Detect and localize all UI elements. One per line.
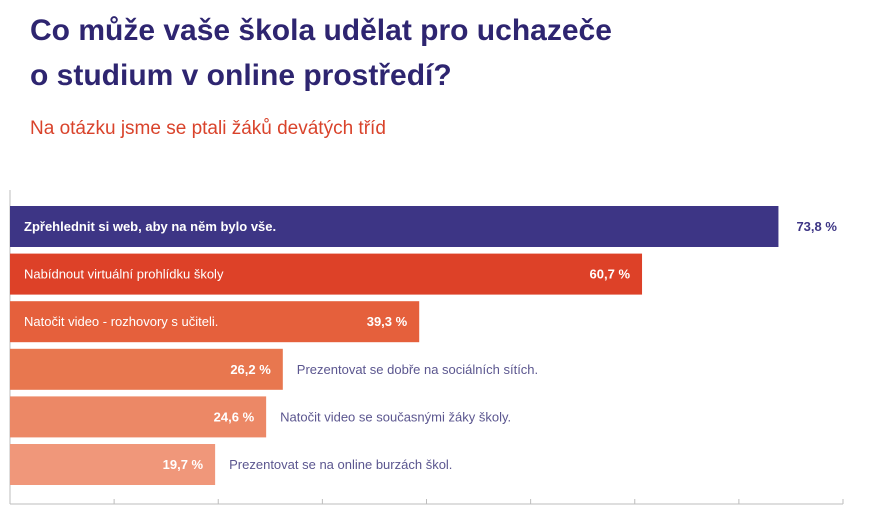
bar-value-label: 24,6 % (214, 409, 255, 424)
title-line-1: Co může vaše škola udělat pro uchazeče (30, 14, 612, 47)
bar-category-label: Zpřehlednit si web, aby na něm bylo vše. (24, 219, 276, 234)
bar-category-label: Prezentovat se na online burzách škol. (229, 457, 452, 472)
bar-3 (10, 301, 420, 343)
bar-5 (10, 396, 267, 438)
bar-category-label: Natočit video - rozhovory s učiteli. (24, 314, 218, 329)
bar-value-label: 60,7 % (590, 267, 631, 282)
bar-value-label: 39,3 % (367, 314, 408, 329)
bar-1 (10, 206, 779, 247)
bar-4 (10, 348, 283, 390)
subtitle: Na otázku jsme se ptali žáků devátých tř… (30, 118, 386, 139)
bar-value-label: 26,2 % (230, 362, 271, 377)
bar-6 (10, 444, 216, 485)
bar-category-label: Natočit video se současnými žáky školy. (280, 409, 511, 424)
bar-category-label: Nabídnout virtuální prohlídku školy (24, 267, 224, 282)
page-title: Co může vaše škola udělat pro uchazeče o… (30, 8, 790, 98)
bar-value-label: 73,8 % (796, 219, 837, 234)
title-line-2: o studium v online prostředí? (30, 59, 452, 92)
bar-2 (10, 253, 643, 295)
bar-value-label: 19,7 % (163, 457, 204, 472)
bar-category-label: Prezentovat se dobře na sociálních sítíc… (297, 362, 538, 377)
